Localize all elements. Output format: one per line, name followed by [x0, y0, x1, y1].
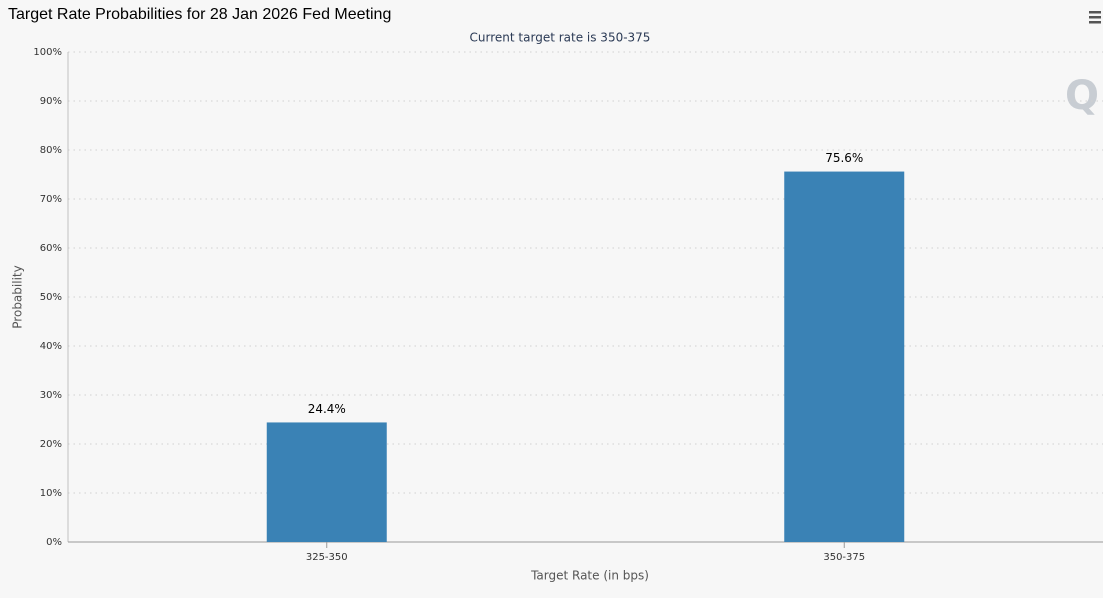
chart-title: Target Rate Probabilities for 28 Jan 202…: [8, 6, 391, 23]
y-tick-label: 60%: [40, 243, 62, 254]
y-tick-label: 10%: [40, 488, 62, 499]
bar: [784, 171, 905, 542]
y-tick-label: 70%: [40, 194, 62, 205]
y-axis-title: Probability: [11, 265, 25, 328]
menu-bar: [1089, 16, 1101, 19]
y-tick-label: 80%: [40, 145, 62, 156]
x-axis-title: Target Rate (in bps): [530, 569, 649, 583]
watermark-logo: Q: [1065, 73, 1099, 119]
y-tick-label: 50%: [40, 292, 62, 303]
y-tick-label: 0%: [46, 537, 62, 548]
y-tick-label: 30%: [40, 390, 62, 401]
menu-button[interactable]: [1089, 11, 1101, 24]
y-tick-label: 100%: [33, 47, 62, 58]
y-tick-label: 90%: [40, 96, 62, 107]
y-tick-label: 40%: [40, 341, 62, 352]
chart-subtitle: Current target rate is 350-375: [470, 31, 651, 45]
value-label: 75.6%: [825, 151, 863, 165]
value-label: 24.4%: [308, 402, 346, 416]
menu-bar: [1089, 21, 1101, 24]
x-tick-label: 350-375: [823, 552, 865, 563]
y-tick-label: 20%: [40, 439, 62, 450]
bar: [266, 422, 387, 542]
x-tick-label: 325-350: [306, 552, 348, 563]
menu-bar: [1089, 11, 1101, 14]
